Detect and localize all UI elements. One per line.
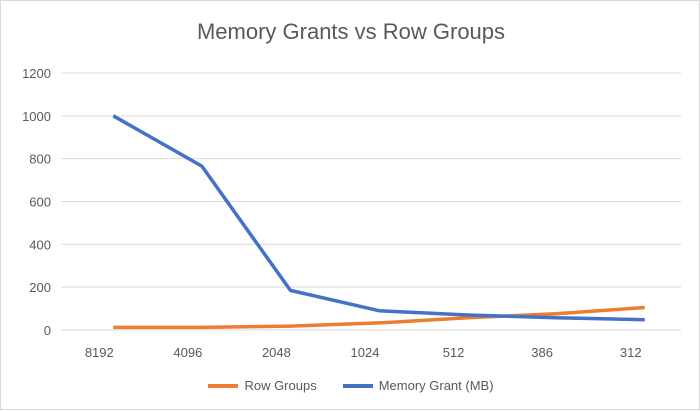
- x-tick-label: 386: [531, 345, 553, 360]
- x-tick-label: 2048: [262, 345, 291, 360]
- x-tick-label: 4096: [173, 345, 202, 360]
- y-tick-label: 200: [29, 280, 51, 295]
- legend-item-memory-grant: Memory Grant (MB): [343, 378, 494, 393]
- legend: Row Groups Memory Grant (MB): [1, 378, 700, 393]
- series-line-memory-grant: [113, 116, 644, 320]
- y-tick-label: 1200: [22, 66, 51, 81]
- y-tick-label: 600: [29, 195, 51, 210]
- y-tick-label: 400: [29, 237, 51, 252]
- x-tick-label: 312: [620, 345, 642, 360]
- legend-label: Memory Grant (MB): [379, 378, 494, 393]
- legend-item-row-groups: Row Groups: [208, 378, 316, 393]
- x-tick-label: 8192: [85, 345, 114, 360]
- legend-label: Row Groups: [244, 378, 316, 393]
- y-tick-label: 800: [29, 152, 51, 167]
- y-tick-label: 0: [44, 323, 51, 338]
- legend-swatch: [343, 384, 373, 388]
- x-tick-label: 512: [443, 345, 465, 360]
- x-tick-label: 1024: [351, 345, 380, 360]
- legend-swatch: [208, 384, 238, 388]
- y-tick-label: 1000: [22, 109, 51, 124]
